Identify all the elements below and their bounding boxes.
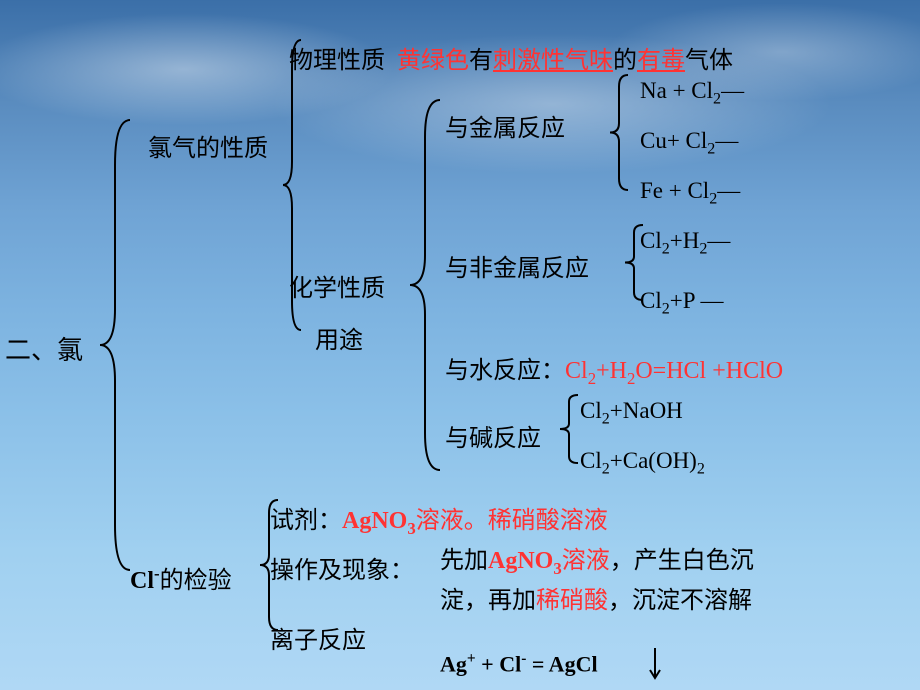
eq-fe-cl2: Fe + Cl2— bbox=[640, 178, 740, 209]
diagram-container: 二、氯 氯气的性质 Cl-的检验 物理性质 黄绿色有刺激性气味的有毒气体 化学性… bbox=[0, 0, 920, 690]
metal-label: 与金属反应 bbox=[445, 108, 565, 143]
eq-na-cl2: Na + Cl2— bbox=[640, 78, 744, 109]
alkali-label: 与碱反应 bbox=[445, 418, 541, 453]
chemical-label: 化学性质 bbox=[289, 268, 385, 303]
nonmetal-label: 与非金属反应 bbox=[445, 248, 589, 283]
operation-label: 操作及现象： bbox=[270, 550, 414, 585]
ion-label: 离子反应 bbox=[270, 620, 366, 655]
eq-cu-cl2: Cu+ Cl2— bbox=[640, 128, 738, 159]
eq-cl2-caoh2: Cl2+Ca(OH)2 bbox=[580, 448, 705, 479]
root-label: 二、氯 bbox=[5, 330, 83, 367]
eq-cl2-h2: Cl2+H2— bbox=[640, 228, 730, 259]
eq-cl2-p: Cl2+P — bbox=[640, 288, 723, 319]
usage-label: 用途 bbox=[315, 320, 363, 355]
l1-properties: 氯气的性质 bbox=[148, 128, 268, 163]
water-label: 与水反应：Cl2+H2O=HCl +HClO bbox=[445, 350, 783, 389]
operation-line2: 淀，再加稀硝酸，沉淀不溶解 bbox=[440, 580, 752, 615]
l1-testing: Cl-的检验 bbox=[130, 560, 232, 595]
eq-cl2-naoh: Cl2+NaOH bbox=[580, 398, 683, 429]
reagent-line: 试剂：AgNO3溶液。稀硝酸溶液 bbox=[270, 500, 608, 539]
physical-label: 物理性质 黄绿色有刺激性气味的有毒气体 bbox=[289, 40, 733, 75]
ion-eq: Ag+ + Cl- = AgCl bbox=[440, 650, 598, 677]
operation-line1: 先加AgNO3溶液，产生白色沉 bbox=[440, 540, 754, 579]
